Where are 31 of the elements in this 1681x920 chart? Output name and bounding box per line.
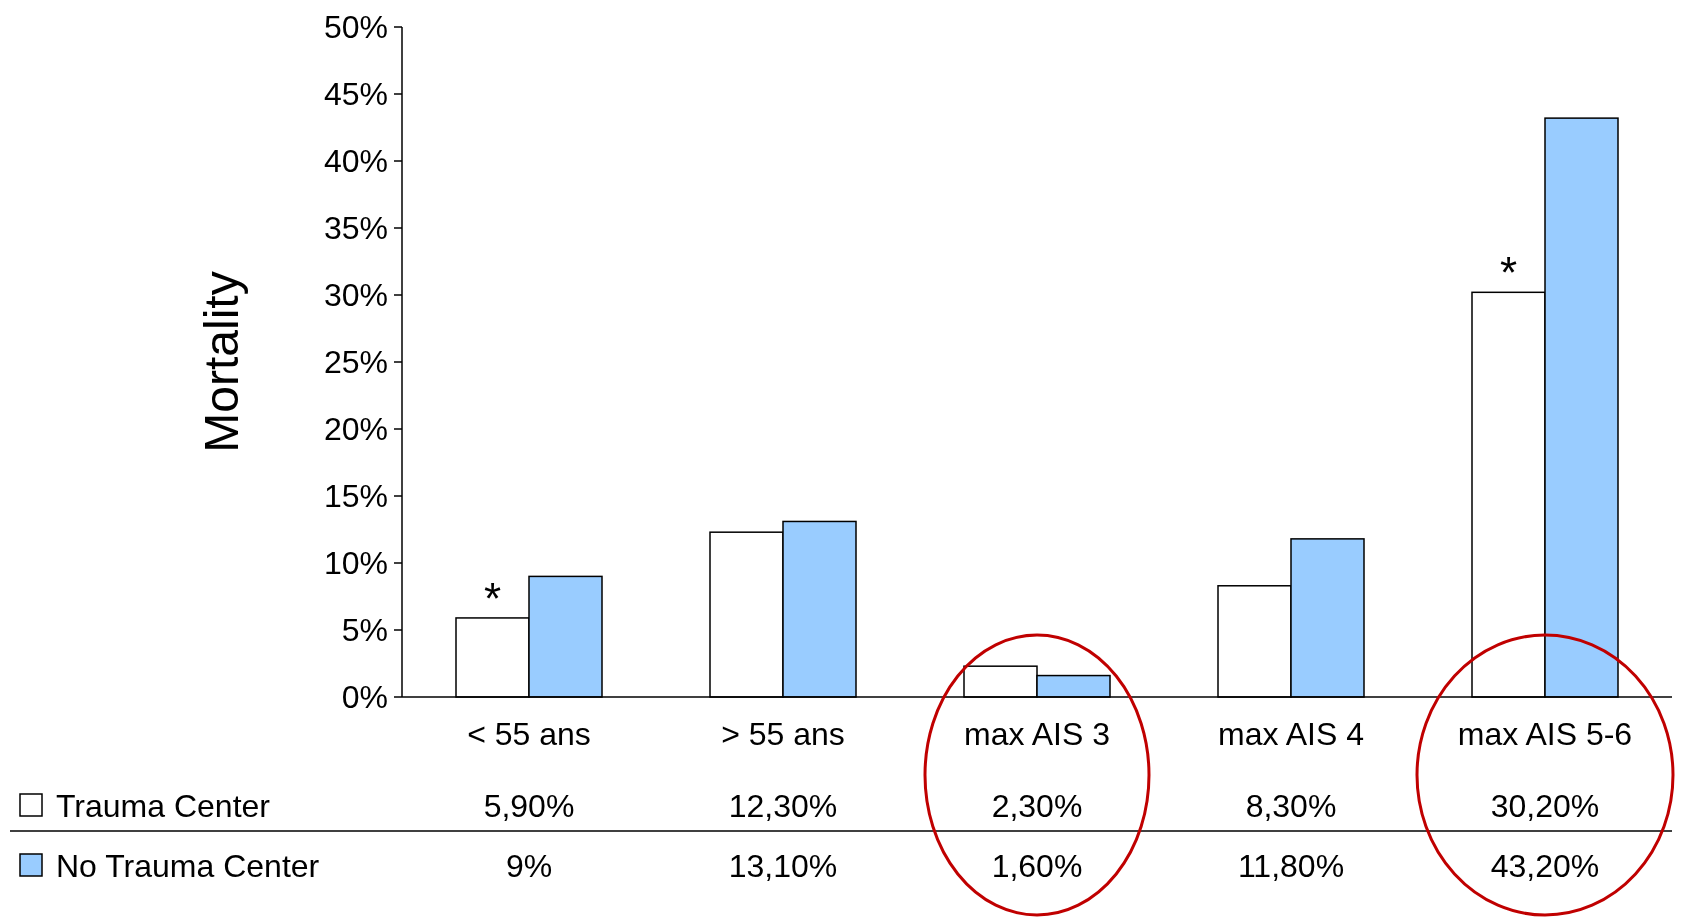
y-tick-label: 50% <box>323 9 388 46</box>
x-tick-label: max AIS 5-6 <box>1457 716 1633 752</box>
data-label: 9% <box>505 848 553 885</box>
data-label: 1,60% <box>991 848 1083 885</box>
data-label: 5,90% <box>483 788 575 825</box>
annotation: * <box>483 573 502 623</box>
y-tick-label: 20% <box>323 411 388 448</box>
y-tick-label: 45% <box>323 76 388 113</box>
annotation: * <box>1499 248 1518 298</box>
x-tick-label: max AIS 4 <box>1218 716 1364 752</box>
data-label: 8,30% <box>1245 788 1337 825</box>
data-label: 13,10% <box>728 848 838 885</box>
legend-label: Trauma Center <box>56 788 271 825</box>
y-tick-label: 5% <box>341 612 388 649</box>
legend-label: No Trauma Center <box>56 848 320 885</box>
y-tick-label: 0% <box>341 679 388 716</box>
data-label: 30,20% <box>1490 788 1600 825</box>
data-label: 11,80% <box>1237 848 1345 885</box>
y-tick-label: 30% <box>323 277 388 314</box>
y-axis-title: Mortality <box>195 271 248 453</box>
y-tick-label: 10% <box>323 545 388 582</box>
data-label: 43,20% <box>1490 848 1600 885</box>
x-tick-label: > 55 ans <box>721 716 845 752</box>
data-label: 2,30% <box>991 788 1083 825</box>
y-tick-label: 25% <box>323 344 388 381</box>
y-tick-label: 35% <box>323 210 388 247</box>
x-tick-label: max AIS 3 <box>964 716 1110 752</box>
y-tick-label: 15% <box>323 478 388 515</box>
x-tick-label: < 55 ans <box>467 716 591 752</box>
data-label: 12,30% <box>728 788 838 825</box>
y-tick-label: 40% <box>323 143 388 180</box>
